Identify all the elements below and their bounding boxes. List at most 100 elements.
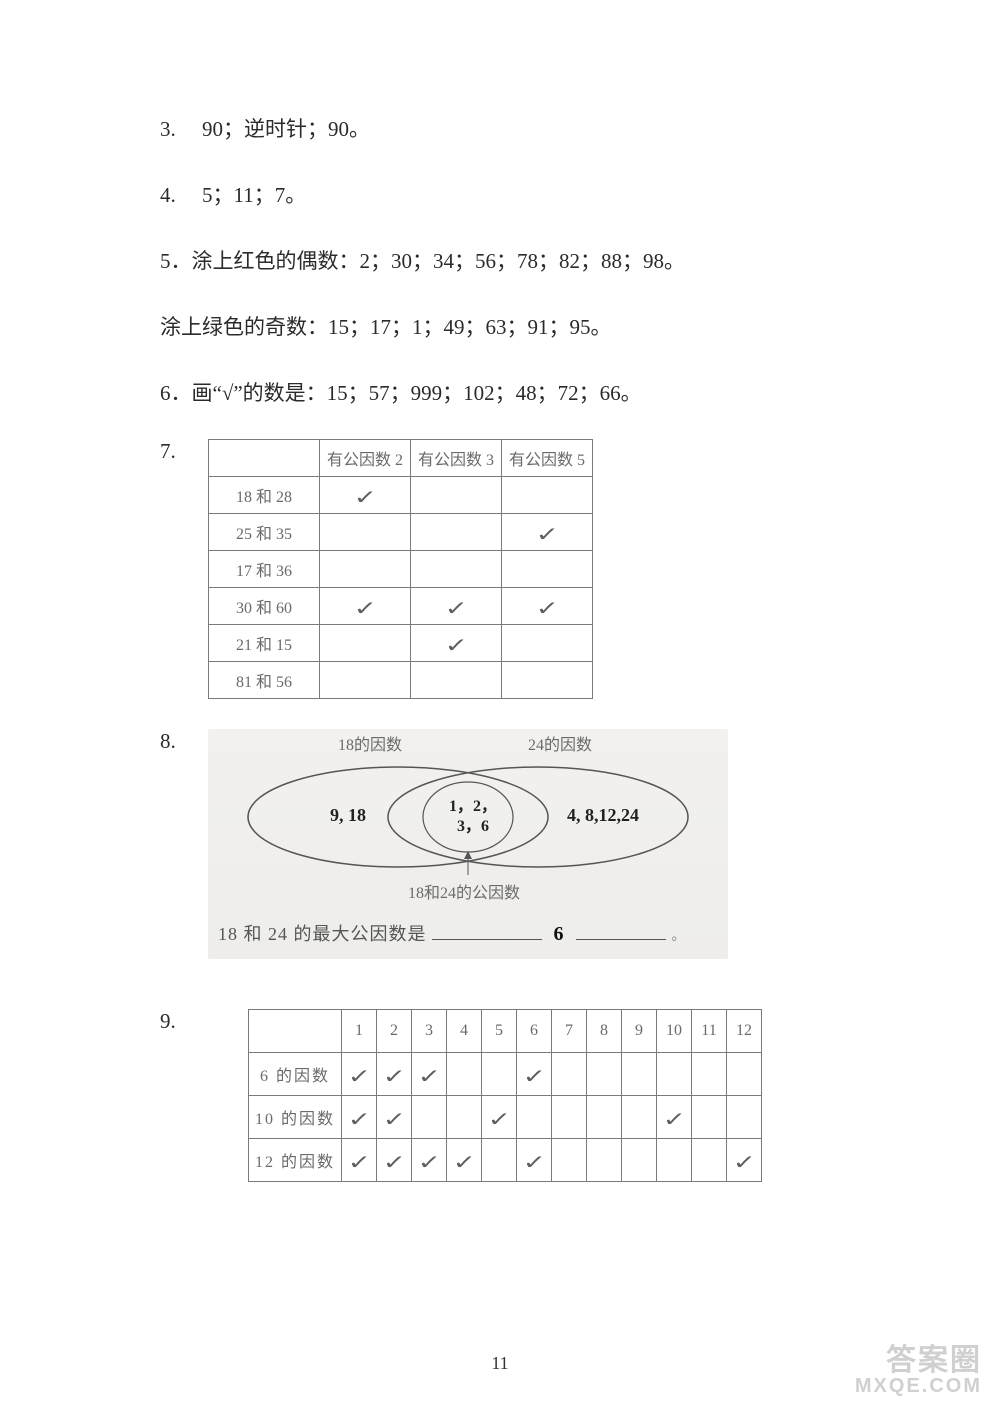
q7-cell: ✓ xyxy=(320,588,411,625)
q5b-line: 涂上绿色的奇数：15；17；1；49；63；91；95。 xyxy=(160,308,880,348)
q9-cell: ✓ xyxy=(412,1053,447,1096)
q9-col-9: 9 xyxy=(622,1010,657,1053)
q9-col-12: 12 xyxy=(727,1010,762,1053)
check-icon: ✓ xyxy=(347,1064,370,1089)
page-number: 11 xyxy=(0,1353,1000,1374)
check-icon: ✓ xyxy=(382,1150,405,1175)
q9-cell: ✓ xyxy=(657,1096,692,1139)
check-icon: ✓ xyxy=(417,1150,440,1175)
q7-cell: ✓ xyxy=(502,514,593,551)
q7-cell xyxy=(502,625,593,662)
q9-h-blank xyxy=(249,1010,342,1053)
q9-cell xyxy=(517,1096,552,1139)
q9-cell: ✓ xyxy=(377,1053,412,1096)
q7-row: 7. 有公因数 2有公因数 3有公因数 518 和 28✓25 和 35✓17 … xyxy=(160,439,880,699)
check-icon: ✓ xyxy=(522,1064,545,1089)
q9-row-label: 6 的因数 xyxy=(249,1053,342,1096)
q9-cell: ✓ xyxy=(482,1096,517,1139)
q9-cell xyxy=(587,1139,622,1182)
watermark-line1: 答案圈 xyxy=(855,1346,982,1376)
q9-cell: ✓ xyxy=(377,1096,412,1139)
q7-row-label: 18 和 28 xyxy=(209,477,320,514)
q8-row: 8. 18的因数 24的因数 9, 18 1，2， 3，6 4, 8,12,24… xyxy=(160,729,880,959)
venn-answer-prefix: 18 和 24 的最大公因数是 xyxy=(218,924,427,944)
check-icon: ✓ xyxy=(522,1150,545,1175)
q9-cell xyxy=(412,1096,447,1139)
q9-cell xyxy=(657,1053,692,1096)
q9-row: 9. 1234567891011126 的因数✓✓✓✓10 的因数✓✓✓✓12 … xyxy=(160,1009,880,1182)
check-icon: ✓ xyxy=(382,1107,405,1132)
q9-col-11: 11 xyxy=(692,1010,727,1053)
venn-int2: 3，6 xyxy=(433,812,513,836)
q4-text: 5；11；7。 xyxy=(181,183,306,207)
check-icon: ✓ xyxy=(347,1150,370,1175)
q4-num: 4. xyxy=(160,183,176,207)
venn-answer-value: 6 xyxy=(548,923,571,945)
check-icon: ✓ xyxy=(535,596,558,621)
q7-row-label: 30 和 60 xyxy=(209,588,320,625)
check-icon: ✓ xyxy=(417,1064,440,1089)
check-icon: ✓ xyxy=(662,1107,685,1132)
q9-cell: ✓ xyxy=(412,1139,447,1182)
venn-right-only: 4, 8,12,24 xyxy=(538,805,668,826)
check-icon: ✓ xyxy=(353,596,376,621)
q9-cell: ✓ xyxy=(517,1053,552,1096)
q9-cell xyxy=(692,1139,727,1182)
q9-col-7: 7 xyxy=(552,1010,587,1053)
q9-cell xyxy=(552,1096,587,1139)
q9-cell xyxy=(552,1139,587,1182)
q9-col-1: 1 xyxy=(342,1010,377,1053)
venn-left-only: 9, 18 xyxy=(298,805,398,826)
q3-line: 3. 90；逆时针；90。 xyxy=(160,110,880,150)
q7-row-label: 17 和 36 xyxy=(209,551,320,588)
q9-cell xyxy=(552,1053,587,1096)
venn-bottom-label: 18和24的公因数 xyxy=(408,879,520,903)
q7-row-label: 25 和 35 xyxy=(209,514,320,551)
q8-venn: 18的因数 24的因数 9, 18 1，2， 3，6 4, 8,12,24 18… xyxy=(208,729,728,959)
q9-row-label: 12 的因数 xyxy=(249,1139,342,1182)
check-icon: ✓ xyxy=(487,1107,510,1132)
q9-num: 9. xyxy=(160,1009,208,1034)
q6-line: 6．画“√”的数是：15；57；999；102；48；72；66。 xyxy=(160,374,880,414)
q7-cell xyxy=(502,477,593,514)
q9-cell: ✓ xyxy=(517,1139,552,1182)
q9-cell: ✓ xyxy=(447,1139,482,1182)
check-icon: ✓ xyxy=(452,1150,475,1175)
q9-col-2: 2 xyxy=(377,1010,412,1053)
q7-cell xyxy=(320,551,411,588)
q7-cell xyxy=(502,551,593,588)
q9-cell xyxy=(727,1053,762,1096)
q9-cell: ✓ xyxy=(342,1096,377,1139)
q9-col-8: 8 xyxy=(587,1010,622,1053)
q7-h-blank xyxy=(209,440,320,477)
check-icon: ✓ xyxy=(353,485,376,510)
q7-cell: ✓ xyxy=(411,625,502,662)
q7-cell: ✓ xyxy=(502,588,593,625)
venn-blank-2 xyxy=(576,919,666,940)
q9-cell xyxy=(657,1139,692,1182)
q7-table: 有公因数 2有公因数 3有公因数 518 和 28✓25 和 35✓17 和 3… xyxy=(208,439,593,699)
q9-cell xyxy=(727,1096,762,1139)
q9-cell: ✓ xyxy=(377,1139,412,1182)
q9-cell xyxy=(482,1053,517,1096)
q7-cell xyxy=(411,477,502,514)
q9-cell: ✓ xyxy=(727,1139,762,1182)
q9-table: 1234567891011126 的因数✓✓✓✓10 的因数✓✓✓✓12 的因数… xyxy=(248,1009,762,1182)
q9-cell xyxy=(482,1139,517,1182)
q7-cell xyxy=(411,662,502,699)
check-icon: ✓ xyxy=(732,1150,755,1175)
q9-cell xyxy=(692,1053,727,1096)
q9-cell xyxy=(622,1053,657,1096)
check-icon: ✓ xyxy=(444,596,467,621)
q7-cell xyxy=(320,625,411,662)
q7-row-label: 21 和 15 xyxy=(209,625,320,662)
q7-h-3: 有公因数 5 xyxy=(502,440,593,477)
q9-cell: ✓ xyxy=(342,1053,377,1096)
q7-cell: ✓ xyxy=(411,588,502,625)
q9-cell xyxy=(587,1096,622,1139)
q7-cell xyxy=(502,662,593,699)
q7-cell xyxy=(320,662,411,699)
q9-cell xyxy=(692,1096,727,1139)
q9-col-10: 10 xyxy=(657,1010,692,1053)
q7-cell xyxy=(320,514,411,551)
